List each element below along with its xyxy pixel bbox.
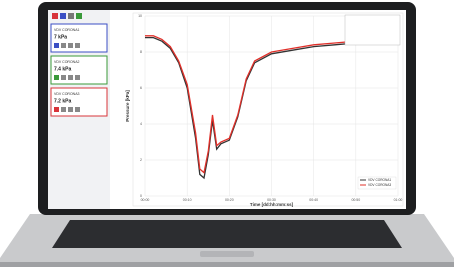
card-icon: [75, 43, 80, 48]
y-axis-label: Pressure [kPa]: [125, 90, 130, 122]
card-icon: [54, 75, 59, 80]
card-icon: [54, 107, 59, 112]
x-tick-label: 00:20: [225, 198, 234, 202]
y-tick-label: 6: [140, 86, 142, 90]
y-tick-label: 10: [138, 14, 142, 18]
info-box: [345, 15, 400, 45]
card-icon: [61, 107, 66, 112]
card-value: 7 kPa: [54, 34, 67, 40]
card-value: 7.4 kPa: [54, 66, 71, 72]
card-icon: [61, 43, 66, 48]
tool-icon[interactable]: [60, 13, 66, 19]
tool-icon[interactable]: [76, 13, 82, 19]
card-name: VDV CORONA1: [54, 28, 80, 32]
y-tick-label: 4: [140, 122, 142, 126]
legend-label: VDV CORONA1: [368, 178, 391, 182]
card-name: VDV CORONA3: [54, 92, 80, 96]
card-icon: [54, 43, 59, 48]
laptop-edge: [0, 262, 454, 267]
card-icon: [68, 43, 73, 48]
x-tick-label: 00:10: [183, 198, 192, 202]
x-axis-label: Time [dd:hh:mm:ss]: [250, 202, 294, 207]
legend-label: VDV CORONA3: [368, 183, 391, 187]
card-value: 7.2 kPa: [54, 98, 71, 104]
trackpad: [200, 251, 254, 257]
tool-icon[interactable]: [52, 13, 58, 19]
laptop-screenshot: VDV CORONA1 7 kPa VDV CORONA2 7.4 kPa VDV CO…: [0, 0, 454, 271]
card-name: VDV CORONA2: [54, 60, 80, 64]
tool-icon[interactable]: [68, 13, 74, 19]
x-tick-label: 00:50: [351, 198, 360, 202]
card-icon: [68, 75, 73, 80]
card-icon: [75, 107, 80, 112]
y-tick-label: 2: [140, 158, 142, 162]
card-icon: [61, 75, 66, 80]
x-tick-label: 00:00: [141, 198, 150, 202]
keyboard: [52, 220, 402, 248]
card-icon: [68, 107, 73, 112]
card-icon: [75, 75, 80, 80]
x-tick-label: 01:00: [394, 198, 403, 202]
x-tick-label: 00:40: [309, 198, 318, 202]
y-tick-label: 8: [140, 50, 142, 54]
